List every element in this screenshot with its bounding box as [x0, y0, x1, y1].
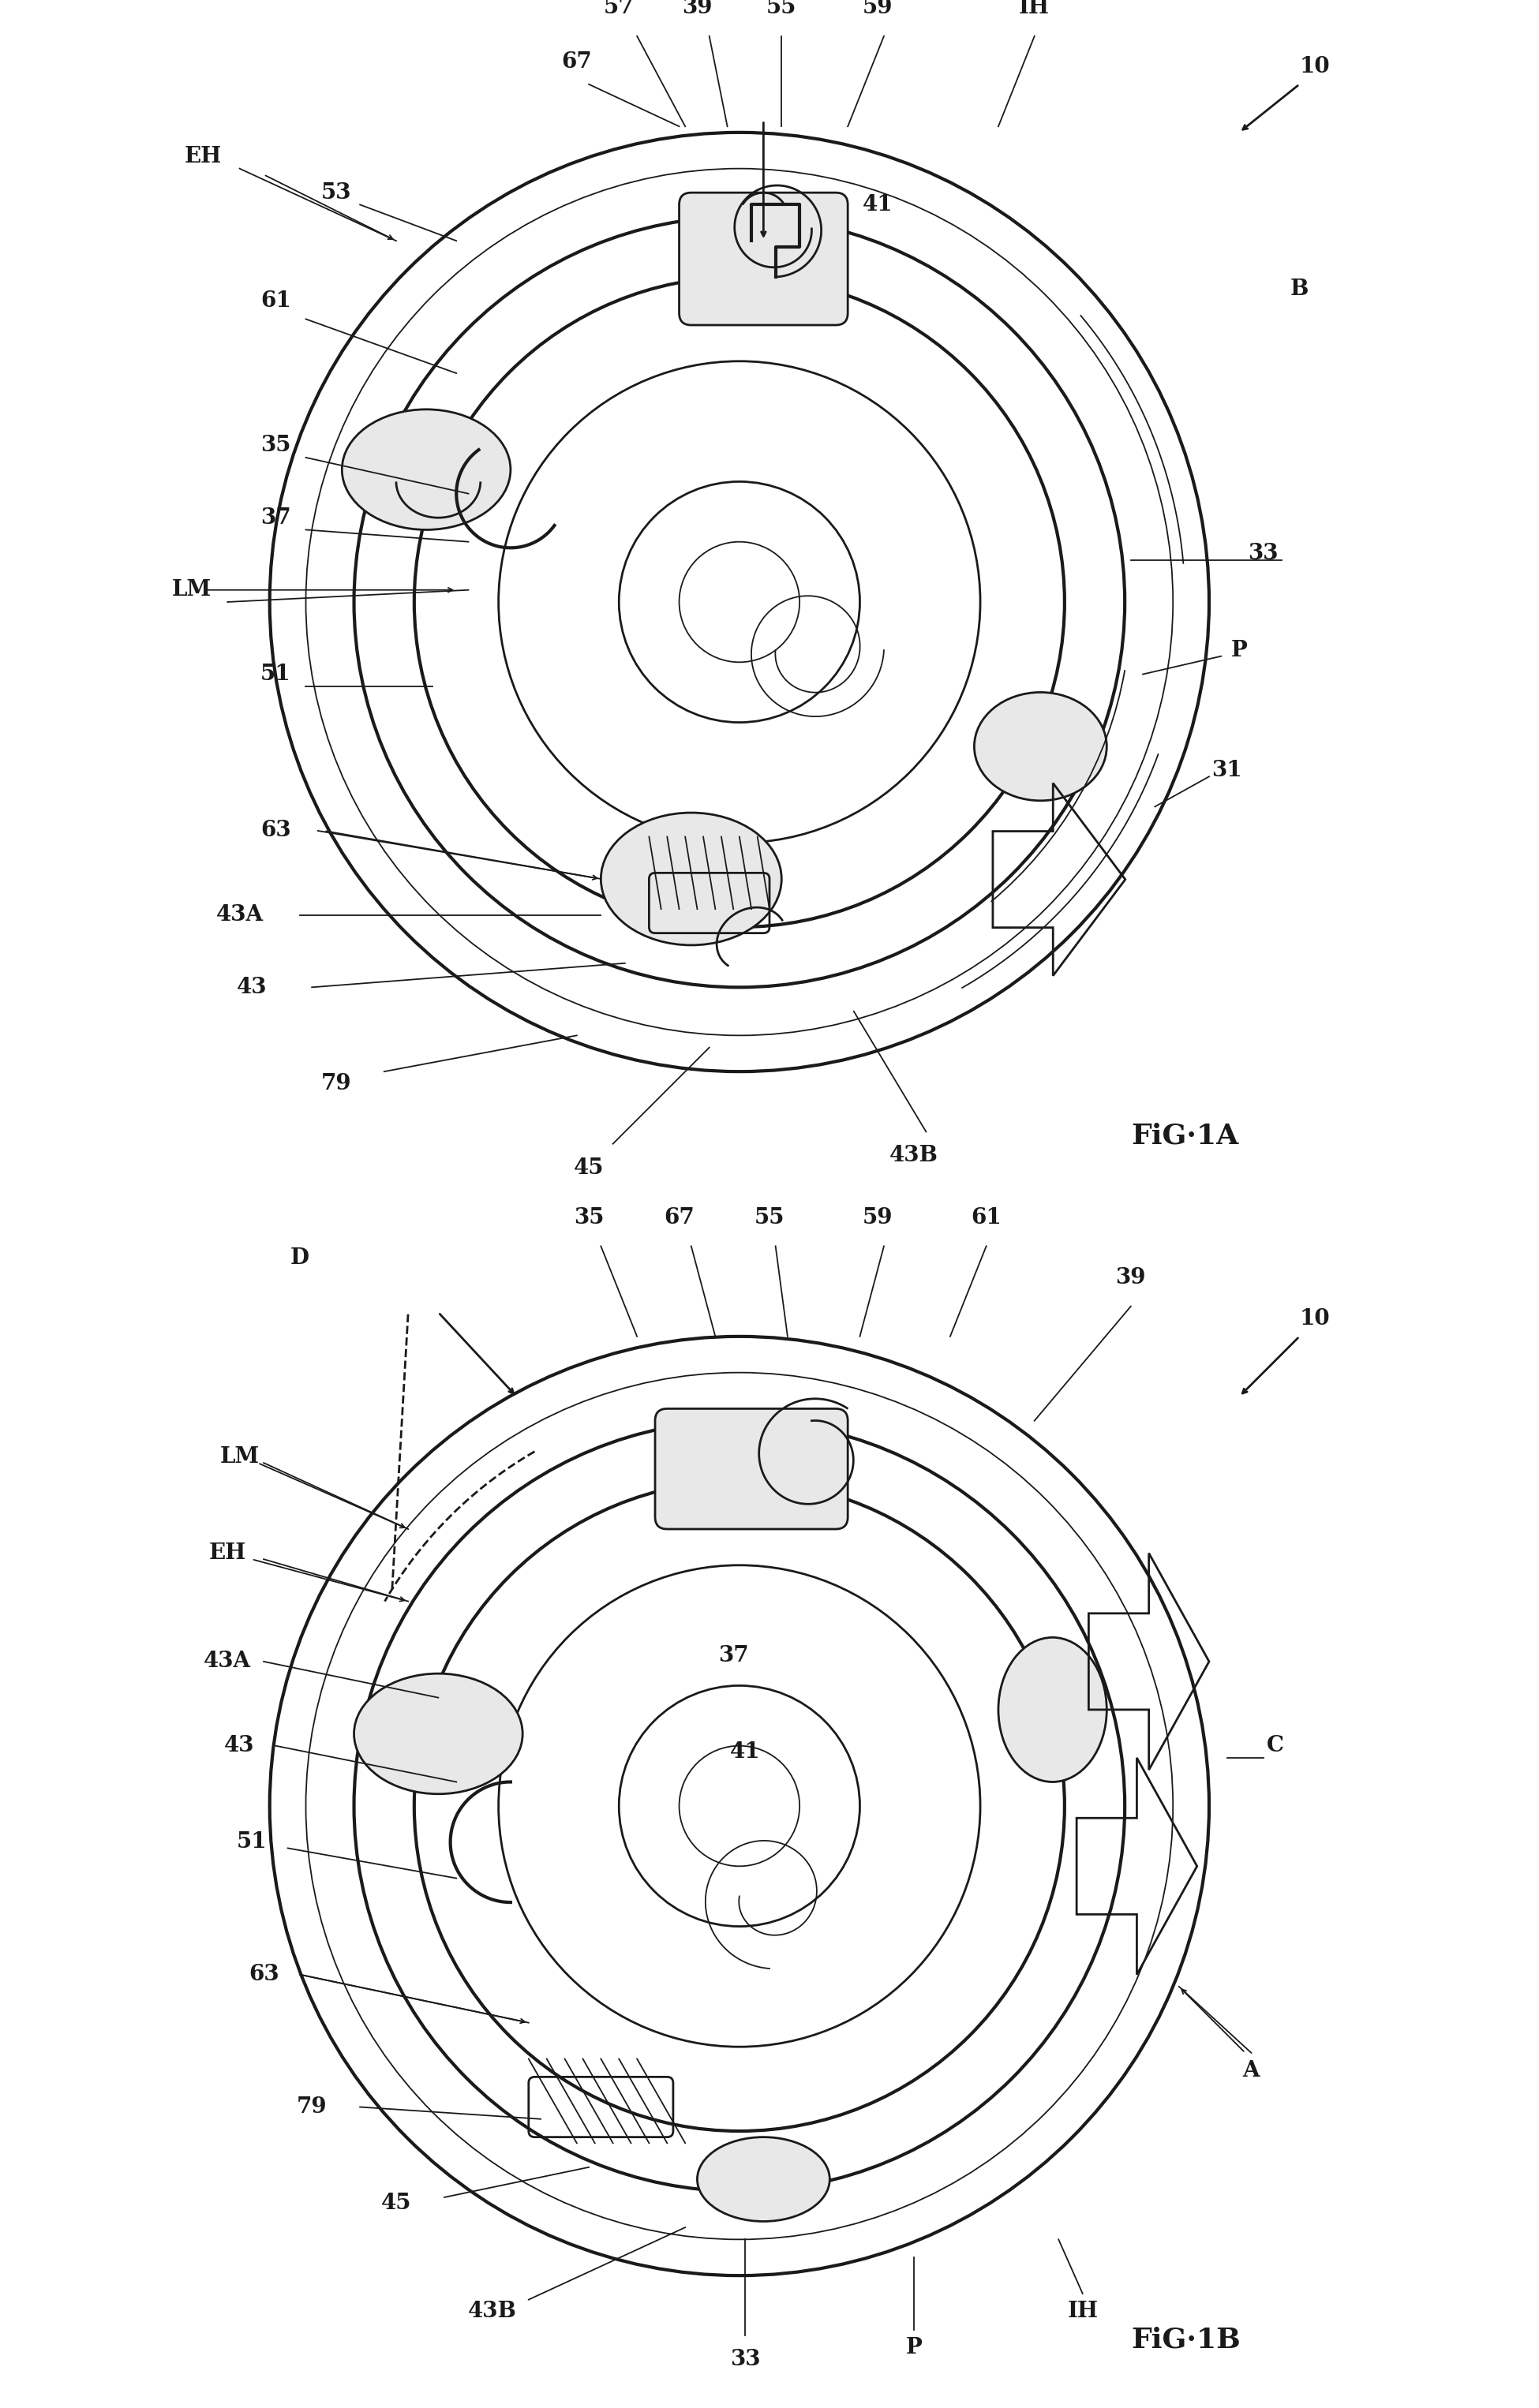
- Ellipse shape: [697, 2138, 830, 2220]
- Text: 10: 10: [1299, 55, 1330, 77]
- Ellipse shape: [974, 694, 1107, 799]
- Text: 41: 41: [729, 1741, 760, 1763]
- Ellipse shape: [354, 1674, 523, 1794]
- Ellipse shape: [999, 1637, 1107, 1782]
- Ellipse shape: [600, 814, 782, 946]
- Text: FiG·1A: FiG·1A: [1131, 1122, 1239, 1149]
- Text: 43: 43: [225, 1736, 255, 1755]
- Text: 33: 33: [1248, 544, 1279, 563]
- Text: P: P: [906, 2338, 922, 2357]
- Text: 43A: 43A: [203, 1652, 251, 1671]
- Text: 79: 79: [297, 2097, 328, 2117]
- Text: 67: 67: [663, 1206, 694, 1228]
- Text: 51: 51: [237, 1832, 266, 1852]
- Text: 51: 51: [260, 665, 291, 684]
- Text: 39: 39: [682, 0, 713, 17]
- Text: EH: EH: [209, 1544, 246, 1563]
- Text: 61: 61: [260, 291, 291, 311]
- Text: 45: 45: [382, 2194, 411, 2213]
- Text: A: A: [1242, 2061, 1260, 2081]
- Text: IH: IH: [1019, 0, 1050, 17]
- Text: 43: 43: [237, 978, 266, 997]
- Text: 31: 31: [1211, 761, 1242, 780]
- Text: 55: 55: [754, 1206, 785, 1228]
- Text: P: P: [1231, 641, 1248, 660]
- Text: 43B: 43B: [468, 2302, 517, 2321]
- Text: 57: 57: [603, 0, 634, 17]
- FancyBboxPatch shape: [656, 1409, 848, 1529]
- Text: D: D: [291, 1247, 309, 1269]
- Text: 55: 55: [766, 0, 797, 17]
- Text: C: C: [1267, 1736, 1284, 1755]
- Text: 67: 67: [562, 51, 593, 72]
- Ellipse shape: [342, 409, 511, 530]
- Text: 43A: 43A: [215, 905, 263, 925]
- Text: 61: 61: [971, 1206, 1002, 1228]
- Text: 33: 33: [729, 2350, 760, 2369]
- Text: 37: 37: [719, 1645, 748, 1666]
- Text: 43B: 43B: [890, 1146, 939, 1165]
- Text: 59: 59: [863, 0, 893, 17]
- Text: IH: IH: [1067, 2302, 1097, 2321]
- Text: 79: 79: [320, 1074, 351, 1093]
- Text: 10: 10: [1299, 1308, 1330, 1329]
- Text: 41: 41: [863, 195, 893, 214]
- Text: 39: 39: [1116, 1267, 1147, 1288]
- Text: 37: 37: [260, 508, 291, 527]
- Text: 45: 45: [574, 1158, 603, 1178]
- Text: 63: 63: [248, 1965, 279, 1984]
- Text: 59: 59: [863, 1206, 893, 1228]
- Text: LM: LM: [220, 1447, 260, 1466]
- Text: 35: 35: [574, 1206, 603, 1228]
- Text: 53: 53: [320, 183, 351, 202]
- Text: B: B: [1290, 279, 1308, 299]
- Text: LM: LM: [172, 580, 211, 600]
- Text: 63: 63: [260, 821, 291, 840]
- Text: EH: EH: [185, 147, 222, 166]
- FancyBboxPatch shape: [679, 193, 848, 325]
- Text: FiG·1B: FiG·1B: [1131, 2326, 1240, 2353]
- Text: 35: 35: [260, 436, 291, 455]
